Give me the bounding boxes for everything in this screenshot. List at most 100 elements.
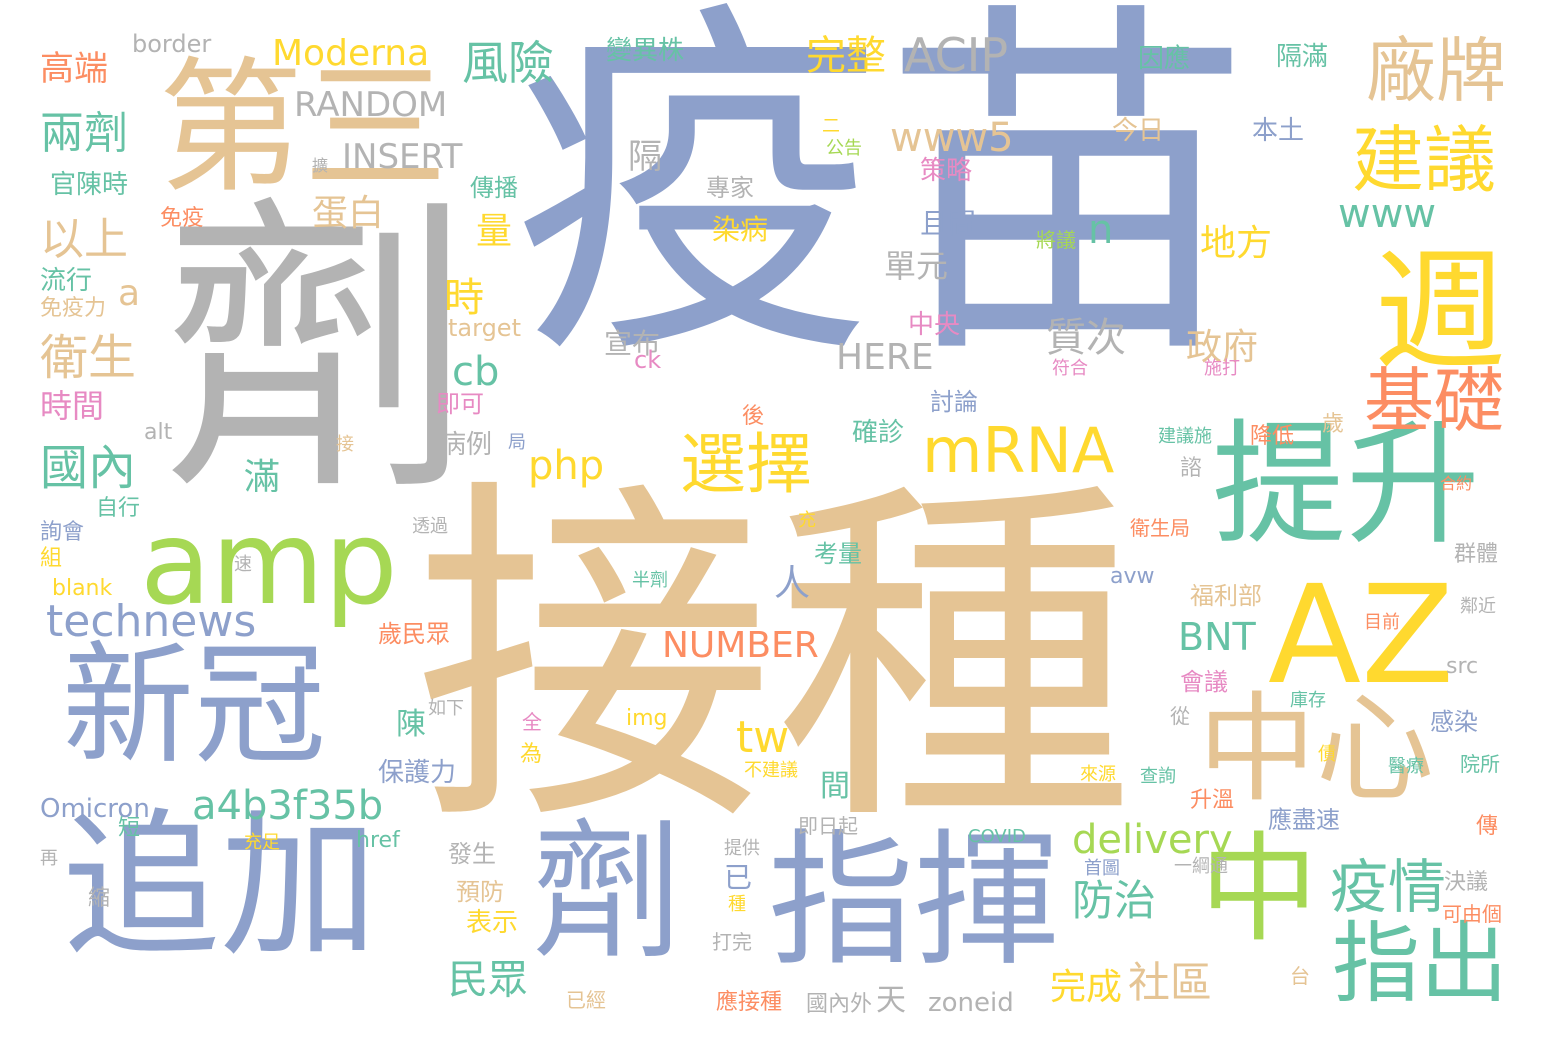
word: 鄰近: [1460, 596, 1496, 617]
word: 局: [508, 432, 526, 453]
word: 建議施: [1158, 426, 1212, 447]
word: avw: [1110, 564, 1155, 589]
word: 歲: [1322, 412, 1345, 437]
word: 群體: [1454, 542, 1499, 567]
word: 應接種: [716, 990, 783, 1015]
word: 天: [876, 983, 906, 1018]
word: a4b3f35b: [192, 783, 384, 829]
word: 指揮: [768, 816, 1060, 986]
word: 接種: [414, 450, 1134, 869]
word: 預防: [456, 878, 504, 906]
word: 組: [40, 546, 63, 571]
word: 種: [728, 894, 746, 915]
word: NUMBER: [662, 625, 819, 666]
word: INSERT: [342, 137, 463, 177]
word: zoneid: [928, 988, 1014, 1018]
word: 今日: [1112, 116, 1165, 146]
word: 因應: [1138, 44, 1191, 74]
word: 衛生局: [1130, 516, 1190, 540]
word: 免疫: [160, 206, 205, 231]
word: 感染: [1430, 708, 1478, 736]
word: 施打: [1204, 358, 1240, 379]
word: href: [356, 828, 400, 853]
word: alt: [144, 420, 173, 445]
word: 債: [1318, 744, 1336, 765]
word: 基礎: [1364, 360, 1504, 442]
word: 二: [822, 116, 840, 137]
word: 策略: [920, 156, 973, 186]
word: 將議: [1036, 228, 1076, 252]
word: 考量: [814, 540, 862, 568]
word: 陳: [396, 707, 426, 742]
word: 間: [820, 769, 850, 804]
word: 風險: [462, 36, 554, 90]
word: 保護力: [378, 758, 457, 788]
word: 時: [444, 275, 484, 321]
word: 半劑: [632, 570, 668, 591]
word: Moderna: [272, 33, 430, 74]
word: 建議: [1352, 118, 1497, 202]
word: 隔滿: [1276, 42, 1329, 72]
word: 歲民眾: [378, 620, 450, 648]
word: 應盡速: [1268, 806, 1340, 834]
word: 疫苗: [512, 0, 1252, 404]
word: 符合: [1052, 358, 1088, 379]
word: 廠牌: [1366, 30, 1506, 112]
word: 表示: [466, 908, 519, 938]
word: ck: [634, 346, 662, 374]
word: www: [1338, 191, 1437, 237]
word: 中: [1200, 820, 1319, 958]
word: 量: [476, 211, 513, 252]
word: 充: [798, 510, 816, 531]
word: 一綱通: [1174, 856, 1228, 877]
word: 高端: [40, 49, 108, 89]
word: 中央: [908, 310, 961, 340]
word: 再: [40, 848, 58, 869]
word: 染病: [712, 213, 769, 246]
word: 可由個: [1442, 902, 1502, 926]
word: 劑: [532, 806, 683, 980]
word: 已經: [566, 988, 606, 1012]
word: 全: [522, 710, 542, 734]
word: tw: [736, 712, 790, 763]
word: 院所: [1460, 752, 1500, 776]
word: 人: [774, 563, 811, 604]
word: 國內外: [806, 992, 873, 1017]
word: 即可: [436, 390, 484, 418]
word: 自行: [96, 496, 141, 521]
word: 中心: [1198, 680, 1435, 818]
word: 已: [724, 861, 753, 894]
word: HERE: [836, 337, 934, 378]
word: 且間: [920, 207, 977, 240]
word: 指出: [1332, 912, 1509, 1015]
word: 地方: [1200, 223, 1273, 264]
word: 首圖: [1084, 858, 1120, 879]
word: COVID: [968, 826, 1026, 847]
word: 社區: [1128, 958, 1213, 1007]
word: 疫情: [1330, 853, 1447, 921]
word: 國內: [40, 440, 137, 496]
word: 提供: [724, 838, 760, 859]
word: target: [448, 314, 521, 342]
word: 透過: [412, 516, 448, 537]
word: cb: [452, 349, 500, 395]
word: 新冠: [62, 629, 326, 783]
word: 討論: [930, 388, 978, 416]
word: 流行: [40, 266, 93, 296]
word: 從: [1170, 704, 1190, 728]
word: 福利部: [1190, 582, 1262, 610]
word: border: [132, 30, 212, 58]
word: 週: [1374, 235, 1506, 389]
word: 如下: [428, 698, 464, 719]
word: 確診: [852, 418, 905, 448]
word: RANDOM: [294, 85, 448, 125]
word: 劑: [162, 172, 472, 533]
word: a: [118, 273, 141, 314]
word: 衛生: [40, 330, 137, 386]
word: 質次: [1046, 315, 1126, 361]
word: 完成: [1050, 967, 1123, 1008]
word: 即日起: [798, 814, 858, 838]
word: Omicron: [40, 794, 150, 824]
word: 來源: [1080, 764, 1116, 785]
word: www5: [890, 115, 1014, 161]
